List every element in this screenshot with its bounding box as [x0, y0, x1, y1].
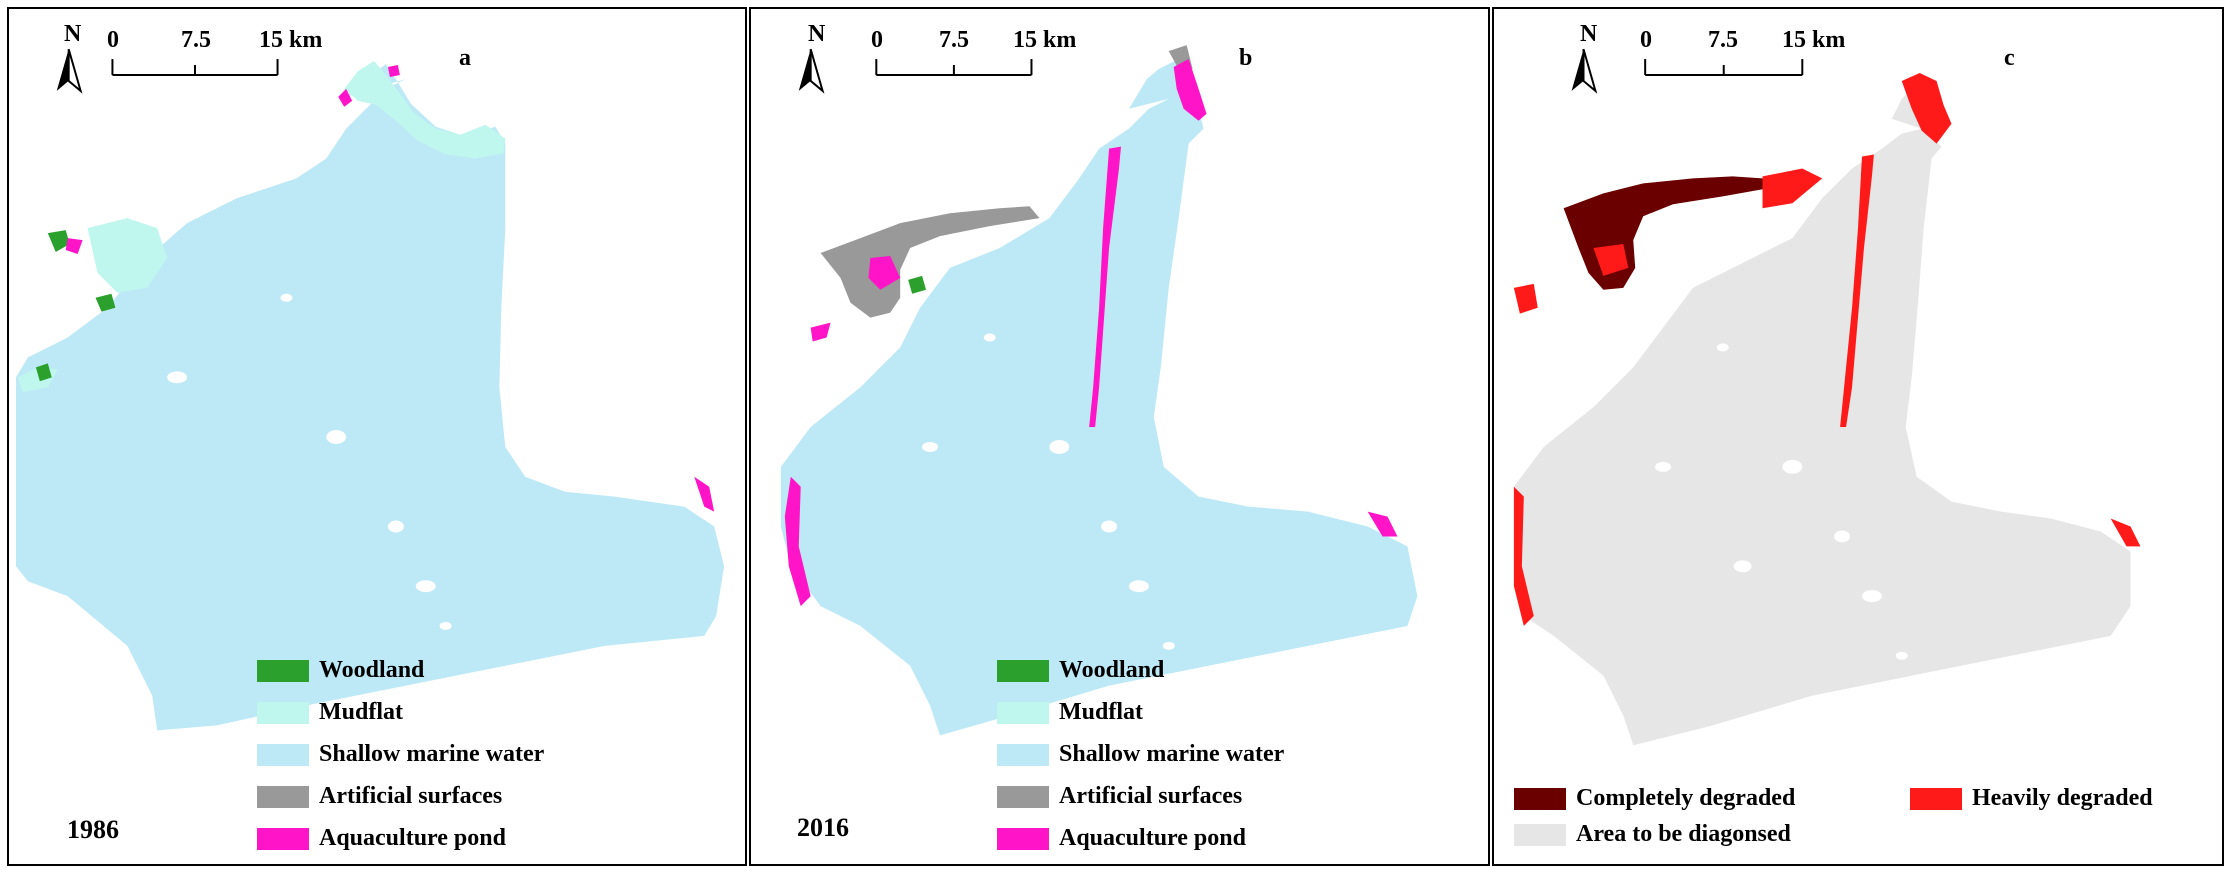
panel-b-2016: N 0 7.5 15 km b 2016 Woodland Mudflat Sh…	[749, 7, 1490, 866]
legend-swatch	[257, 827, 309, 850]
bay-water-area	[780, 59, 1418, 736]
legend-label: Heavily degraded	[1972, 785, 2153, 811]
legend-label: Mudflat	[1059, 699, 1143, 725]
map-b	[780, 45, 1418, 736]
legend-label: Shallow marine water	[1059, 741, 1285, 767]
legend-swatch	[997, 785, 1049, 808]
scale-tick-0: 0	[107, 27, 119, 53]
legend-item-aquaculture-pond: Aquaculture pond	[997, 825, 1246, 852]
legend-swatch	[257, 701, 309, 724]
north-arrow-icon	[56, 48, 83, 94]
legend-label: Woodland	[1059, 657, 1165, 683]
area-to-be-diagnosed	[1513, 88, 2131, 746]
woodland-area	[908, 275, 927, 294]
legend-label: Artificial surfaces	[319, 783, 503, 809]
north-label: N	[808, 21, 826, 47]
legend-swatch	[997, 743, 1049, 766]
legend-label: Mudflat	[319, 699, 403, 725]
scale-tick-0: 0	[871, 27, 883, 53]
legend-item-artificial-surfaces: Artificial surfaces	[997, 783, 1242, 810]
legend-label: Woodland	[319, 657, 425, 683]
legend-item-woodland: Woodland	[997, 657, 1164, 684]
legend-swatch	[257, 743, 309, 766]
legend-label: Completely degraded	[1576, 785, 1796, 811]
legend-item-aquaculture-pond: Aquaculture pond	[257, 825, 506, 852]
legend-label: Aquaculture pond	[319, 825, 506, 851]
legend-label: Aquaculture pond	[1059, 825, 1246, 851]
scale-tick-15: 15 km	[1782, 27, 1846, 53]
legend-item-artificial-surfaces: Artificial surfaces	[257, 783, 502, 810]
map-a	[15, 48, 725, 731]
panel-letter: b	[1239, 45, 1253, 71]
legend-item-shallow-marine-water: Shallow marine water	[997, 741, 1284, 768]
scale-bar	[111, 59, 279, 76]
scale-tick-0: 0	[1640, 27, 1652, 53]
islands	[922, 333, 1175, 650]
legend-item-shallow-marine-water: Shallow marine water	[257, 741, 544, 768]
islands	[1655, 343, 1908, 660]
scale-tick-7-5: 7.5	[939, 27, 969, 53]
artificial-surfaces-area	[820, 45, 1193, 318]
legend-label: Shallow marine water	[319, 741, 545, 767]
legend-swatch	[1910, 787, 1962, 810]
mudflat-area	[17, 61, 506, 393]
legend-swatch	[1514, 823, 1566, 846]
legend-swatch	[1514, 787, 1566, 810]
legend-label: Area to be diagonsed	[1576, 821, 1791, 847]
year-label: 2016	[797, 813, 849, 842]
legend-label: Artificial surfaces	[1059, 783, 1243, 809]
scale-tick-15: 15 km	[259, 27, 323, 53]
north-arrow-icon	[798, 48, 825, 94]
legend-swatch	[997, 659, 1049, 682]
scale-tick-7-5: 7.5	[181, 27, 211, 53]
legend-item-heavily-degraded: Heavily degraded	[1910, 785, 2153, 812]
legend-swatch	[997, 827, 1049, 850]
panel-letter: a	[459, 45, 471, 71]
completely-degraded-area	[1563, 78, 1940, 290]
scale-bar	[875, 59, 1033, 76]
scale-tick-15: 15 km	[1013, 27, 1077, 53]
scale-bar	[1644, 59, 1804, 76]
north-arrow-icon	[1571, 48, 1598, 94]
legend-item-completely-degraded: Completely degraded	[1514, 785, 1795, 812]
panel-letter: c	[2004, 45, 2015, 71]
panel-a-1986: N 0 7.5 15 km a 1986 Woodland Mudflat Sh…	[7, 7, 747, 866]
islands	[167, 293, 452, 630]
bay-water-area	[15, 64, 725, 731]
legend-swatch	[257, 659, 309, 682]
panel-c-degradation: N 0 7.5 15 km c Completely degraded Heav…	[1492, 7, 2224, 866]
legend-swatch	[257, 785, 309, 808]
woodland-area	[35, 230, 116, 382]
north-label: N	[64, 21, 82, 47]
legend-swatch	[997, 701, 1049, 724]
legend-item-area-to-be-diagnosed: Area to be diagonsed	[1514, 821, 1791, 848]
legend-item-mudflat: Mudflat	[257, 699, 403, 726]
scale-tick-7-5: 7.5	[1708, 27, 1738, 53]
map-c	[1513, 48, 2141, 746]
year-label: 1986	[67, 815, 119, 844]
legend-item-woodland: Woodland	[257, 657, 424, 684]
north-label: N	[1580, 21, 1598, 47]
legend-item-mudflat: Mudflat	[997, 699, 1143, 726]
